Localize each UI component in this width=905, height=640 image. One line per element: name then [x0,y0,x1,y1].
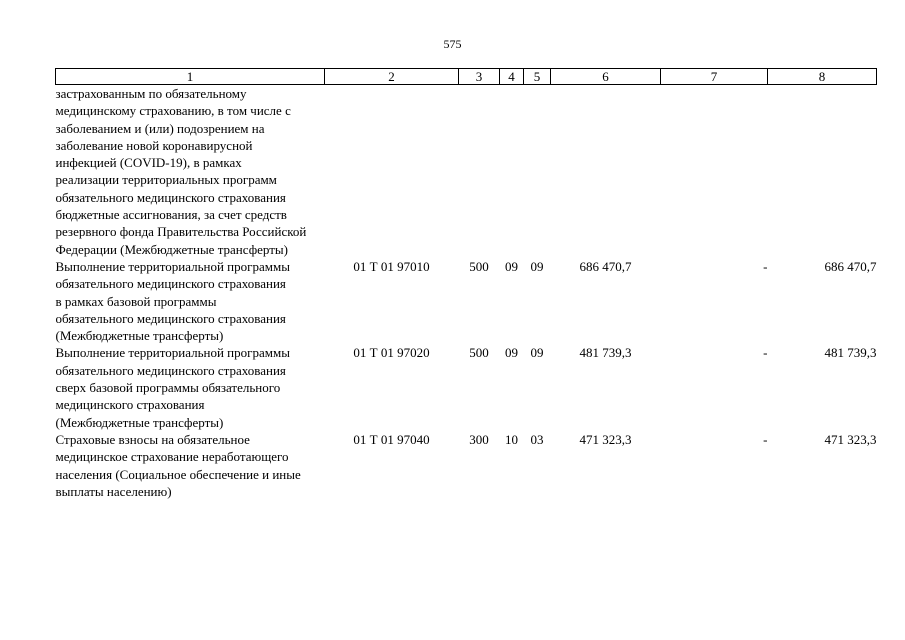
header-col-4: 4 [499,68,524,85]
table-header: 1 2 3 4 5 6 7 8 [55,68,877,85]
row-name: Страховые взносы на обязательное медицин… [56,431,325,500]
row-col-4 [500,85,524,258]
row-name-text: застрахованным по обязательному медицинс… [55,86,307,257]
row-col-7: - [763,345,768,361]
table-row: Выполнение территориальной программы обя… [56,344,877,430]
table-body: застрахованным по обязательному медицинс… [56,85,877,501]
header-col-3: 3 [458,68,500,85]
row-name-text: Выполнение территориальной программы обя… [55,258,290,344]
header-col-2: 2 [324,68,459,85]
row-name: застрахованным по обязательному медицинс… [56,85,325,258]
row-col-8: 481 739,3 [824,345,877,361]
row-code: 01 Т 01 97040 [353,431,430,447]
row-col-3: 500 [469,258,489,274]
row-col-5: 09 [530,258,544,274]
row-col-8: 471 323,3 [824,431,877,447]
page-number: 575 [443,37,462,51]
row-code: 01 Т 01 97020 [353,345,430,361]
row-col-3 [459,85,500,258]
header-col-5: 5 [523,68,551,85]
row-name-text: Выполнение территориальной программы обя… [55,345,290,430]
row-col-7: - [763,431,768,447]
header-col-1: 1 [55,68,325,85]
row-col-5: 03 [530,431,544,447]
table-row: застрахованным по обязательному медицинс… [56,85,877,258]
table-row: Страховые взносы на обязательное медицин… [56,431,877,500]
row-col-6: 686 470,7 [579,258,632,274]
row-col-6: 481 739,3 [579,345,632,361]
row-col-6: 471 323,3 [579,431,632,447]
row-col-6 [551,85,661,258]
row-col-8 [768,85,877,258]
row-col-3: 500 [469,345,489,361]
row-name-text: Страховые взносы на обязательное медицин… [55,431,301,499]
row-code: 01 Т 01 97010 [353,258,430,274]
header-col-7: 7 [660,68,768,85]
budget-table: 1 2 3 4 5 6 7 8 застрахованным по обязат… [55,68,877,500]
header-col-6: 6 [550,68,661,85]
row-col-5 [524,85,551,258]
row-col-3: 300 [469,431,489,447]
table-row: Выполнение территориальной программы обя… [56,258,877,344]
row-col-4: 09 [505,345,518,361]
row-col-5: 09 [530,345,544,361]
row-col-4: 10 [505,431,518,447]
header-row: 1 2 3 4 5 6 7 8 [55,68,877,85]
row-col-8: 686 470,7 [824,258,877,274]
row-name: Выполнение территориальной программы обя… [56,344,325,430]
row-col-7 [661,85,768,258]
row-code [325,85,459,258]
header-col-8: 8 [767,68,877,85]
row-col-7: - [763,258,768,274]
row-col-4: 09 [505,258,518,274]
row-name: Выполнение территориальной программы обя… [56,258,325,344]
